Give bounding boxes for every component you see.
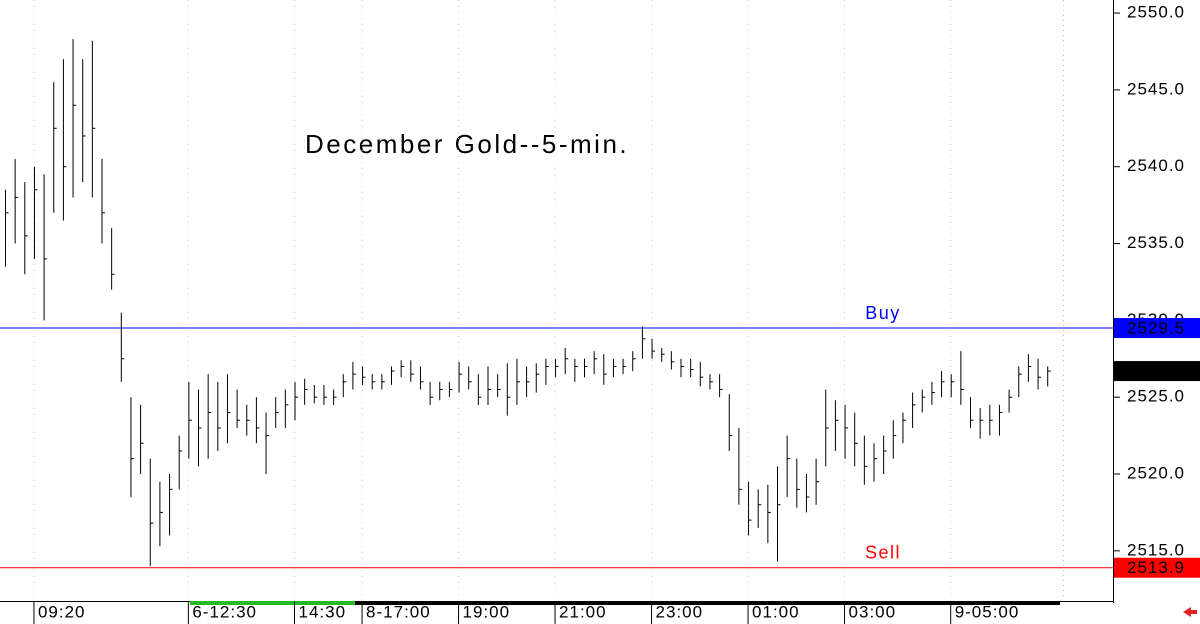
- scroll-arrow[interactable]: [1183, 607, 1197, 617]
- x-tick-label: 8-17:00: [366, 602, 431, 621]
- x-tick-label: 14:30: [299, 602, 347, 621]
- chart-title: December Gold--5-min.: [305, 129, 629, 159]
- session-bar: [190, 601, 1060, 605]
- level-value-box: [1114, 557, 1200, 578]
- y-tick-label: 2535.0: [1127, 233, 1185, 252]
- y-tick-label: 2525.0: [1127, 387, 1185, 406]
- session-bar-current: [190, 601, 355, 605]
- last-price-box: [1114, 361, 1200, 382]
- y-tick-label: 2520.0: [1127, 463, 1185, 482]
- y-tick-label: 2515.0: [1127, 540, 1185, 559]
- x-tick-label: 9-05:00: [955, 602, 1020, 621]
- x-tick-label: 19:00: [463, 602, 511, 621]
- x-tick-label: 03:00: [849, 602, 897, 621]
- x-tick-label: 09:20: [38, 602, 86, 621]
- y-tick-label: 2545.0: [1127, 79, 1185, 98]
- x-tick-label: 21:00: [559, 602, 607, 621]
- level-value-label: 2529.5: [1127, 319, 1185, 338]
- last-price-label: 2526.7: [1127, 362, 1185, 381]
- y-tick-label: 2540.0: [1127, 156, 1185, 175]
- level-label: Buy: [865, 303, 901, 323]
- level-value-label: 2513.9: [1127, 558, 1185, 577]
- x-tick-label: 6-12:30: [192, 602, 257, 621]
- level-value-box: [1114, 318, 1200, 339]
- x-tick-label: 01:00: [752, 602, 800, 621]
- level-label: Sell: [865, 542, 901, 562]
- y-tick-label: 2550.0: [1127, 3, 1185, 22]
- x-tick-label: 23:00: [656, 602, 704, 621]
